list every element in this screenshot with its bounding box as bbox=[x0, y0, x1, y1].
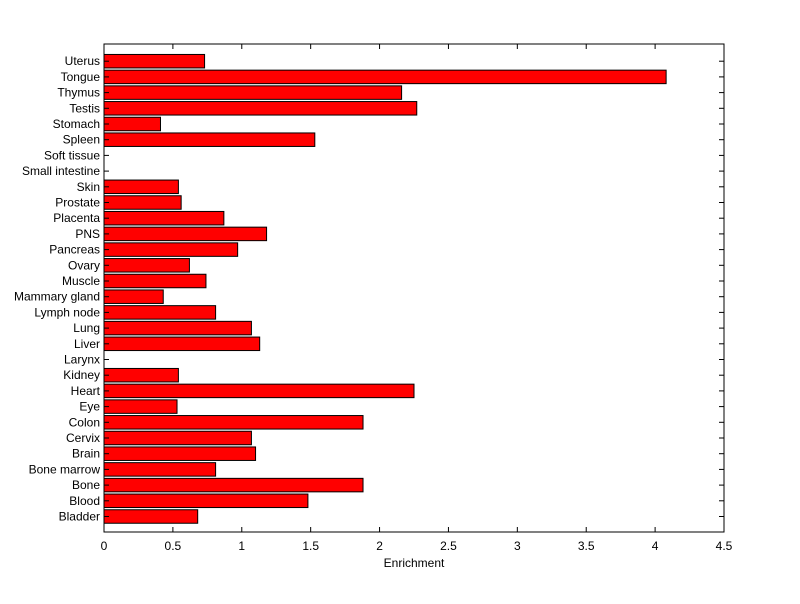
bars-layer bbox=[103, 53, 667, 524]
bar bbox=[103, 101, 418, 116]
x-tick-label: 0.5 bbox=[165, 539, 182, 553]
x-axis-label: Enrichment bbox=[384, 556, 445, 570]
x-ticks: 0 0.5 1 1.5 2 2.5 3 3.5 4 4.5 bbox=[101, 44, 733, 553]
y-tick-label: Stomach bbox=[53, 117, 100, 131]
x-tick-label: 2 bbox=[376, 539, 383, 553]
bar bbox=[103, 383, 415, 399]
bar bbox=[103, 226, 268, 242]
y-tick-label: Kidney bbox=[63, 368, 100, 382]
bar bbox=[103, 179, 179, 195]
x-tick-label: 3 bbox=[514, 539, 521, 553]
bar bbox=[103, 69, 667, 85]
y-tick-label: Thymus bbox=[57, 86, 100, 100]
bar bbox=[103, 289, 164, 304]
y-tick-label: Ovary bbox=[68, 258, 100, 272]
bar bbox=[103, 415, 364, 430]
y-tick-label: Mammary gland bbox=[14, 290, 100, 304]
y-tick-label: Testis bbox=[69, 101, 100, 115]
y-tick-label: Muscle bbox=[62, 274, 100, 288]
y-tick-label: Blood bbox=[69, 494, 100, 508]
y-tick-label: Eye bbox=[79, 400, 100, 414]
x-tick-label: 4 bbox=[652, 539, 659, 553]
y-tick-label: Liver bbox=[74, 337, 100, 351]
bar bbox=[103, 509, 199, 524]
y-tick-label: Brain bbox=[72, 447, 100, 461]
bar bbox=[103, 462, 217, 477]
x-tick-label: 0 bbox=[101, 539, 108, 553]
y-tick-label: Pancreas bbox=[49, 243, 100, 257]
y-tick-label: Tongue bbox=[61, 70, 101, 84]
y-tick-label: Uterus bbox=[65, 54, 100, 68]
bar bbox=[103, 399, 178, 414]
x-tick-label: 3.5 bbox=[578, 539, 595, 553]
y-tick-label: Bone bbox=[72, 478, 100, 492]
y-tick-label: PNS bbox=[75, 227, 100, 241]
bar bbox=[103, 305, 217, 320]
bar bbox=[103, 320, 252, 336]
x-tick-label: 1 bbox=[238, 539, 245, 553]
y-tick-label: Placenta bbox=[53, 211, 100, 225]
y-tick-label: Prostate bbox=[55, 196, 100, 210]
y-tick-label: Lymph node bbox=[34, 305, 100, 319]
bar bbox=[103, 336, 261, 352]
x-tick-label: 1.5 bbox=[302, 539, 319, 553]
y-tick-label: Heart bbox=[71, 384, 101, 398]
bar bbox=[103, 85, 403, 100]
bar bbox=[103, 132, 316, 147]
bar bbox=[103, 258, 190, 273]
y-tick-label: Lung bbox=[73, 321, 100, 335]
y-tick-label: Skin bbox=[77, 180, 100, 194]
y-tick-label: Bladder bbox=[59, 510, 100, 524]
x-tick-label: 2.5 bbox=[440, 539, 457, 553]
y-tick-label: Small intestine bbox=[22, 164, 100, 178]
y-tick-label: Spleen bbox=[63, 133, 100, 147]
x-tick-label: 4.5 bbox=[716, 539, 733, 553]
bar bbox=[103, 477, 364, 493]
y-tick-label: Cervix bbox=[66, 431, 100, 445]
bar bbox=[103, 53, 206, 69]
y-tick-label: Larynx bbox=[64, 353, 100, 367]
bar bbox=[103, 493, 309, 509]
bar bbox=[103, 210, 225, 226]
bar bbox=[103, 242, 239, 257]
y-tick-label: Soft tissue bbox=[44, 148, 100, 162]
bar bbox=[103, 430, 252, 446]
bar bbox=[103, 195, 182, 210]
bar bbox=[103, 446, 257, 461]
y-tick-label: Bone marrow bbox=[29, 462, 101, 476]
bar bbox=[103, 273, 207, 289]
bar bbox=[103, 116, 161, 132]
y-tick-label: Colon bbox=[69, 415, 100, 429]
bar bbox=[103, 367, 179, 383]
